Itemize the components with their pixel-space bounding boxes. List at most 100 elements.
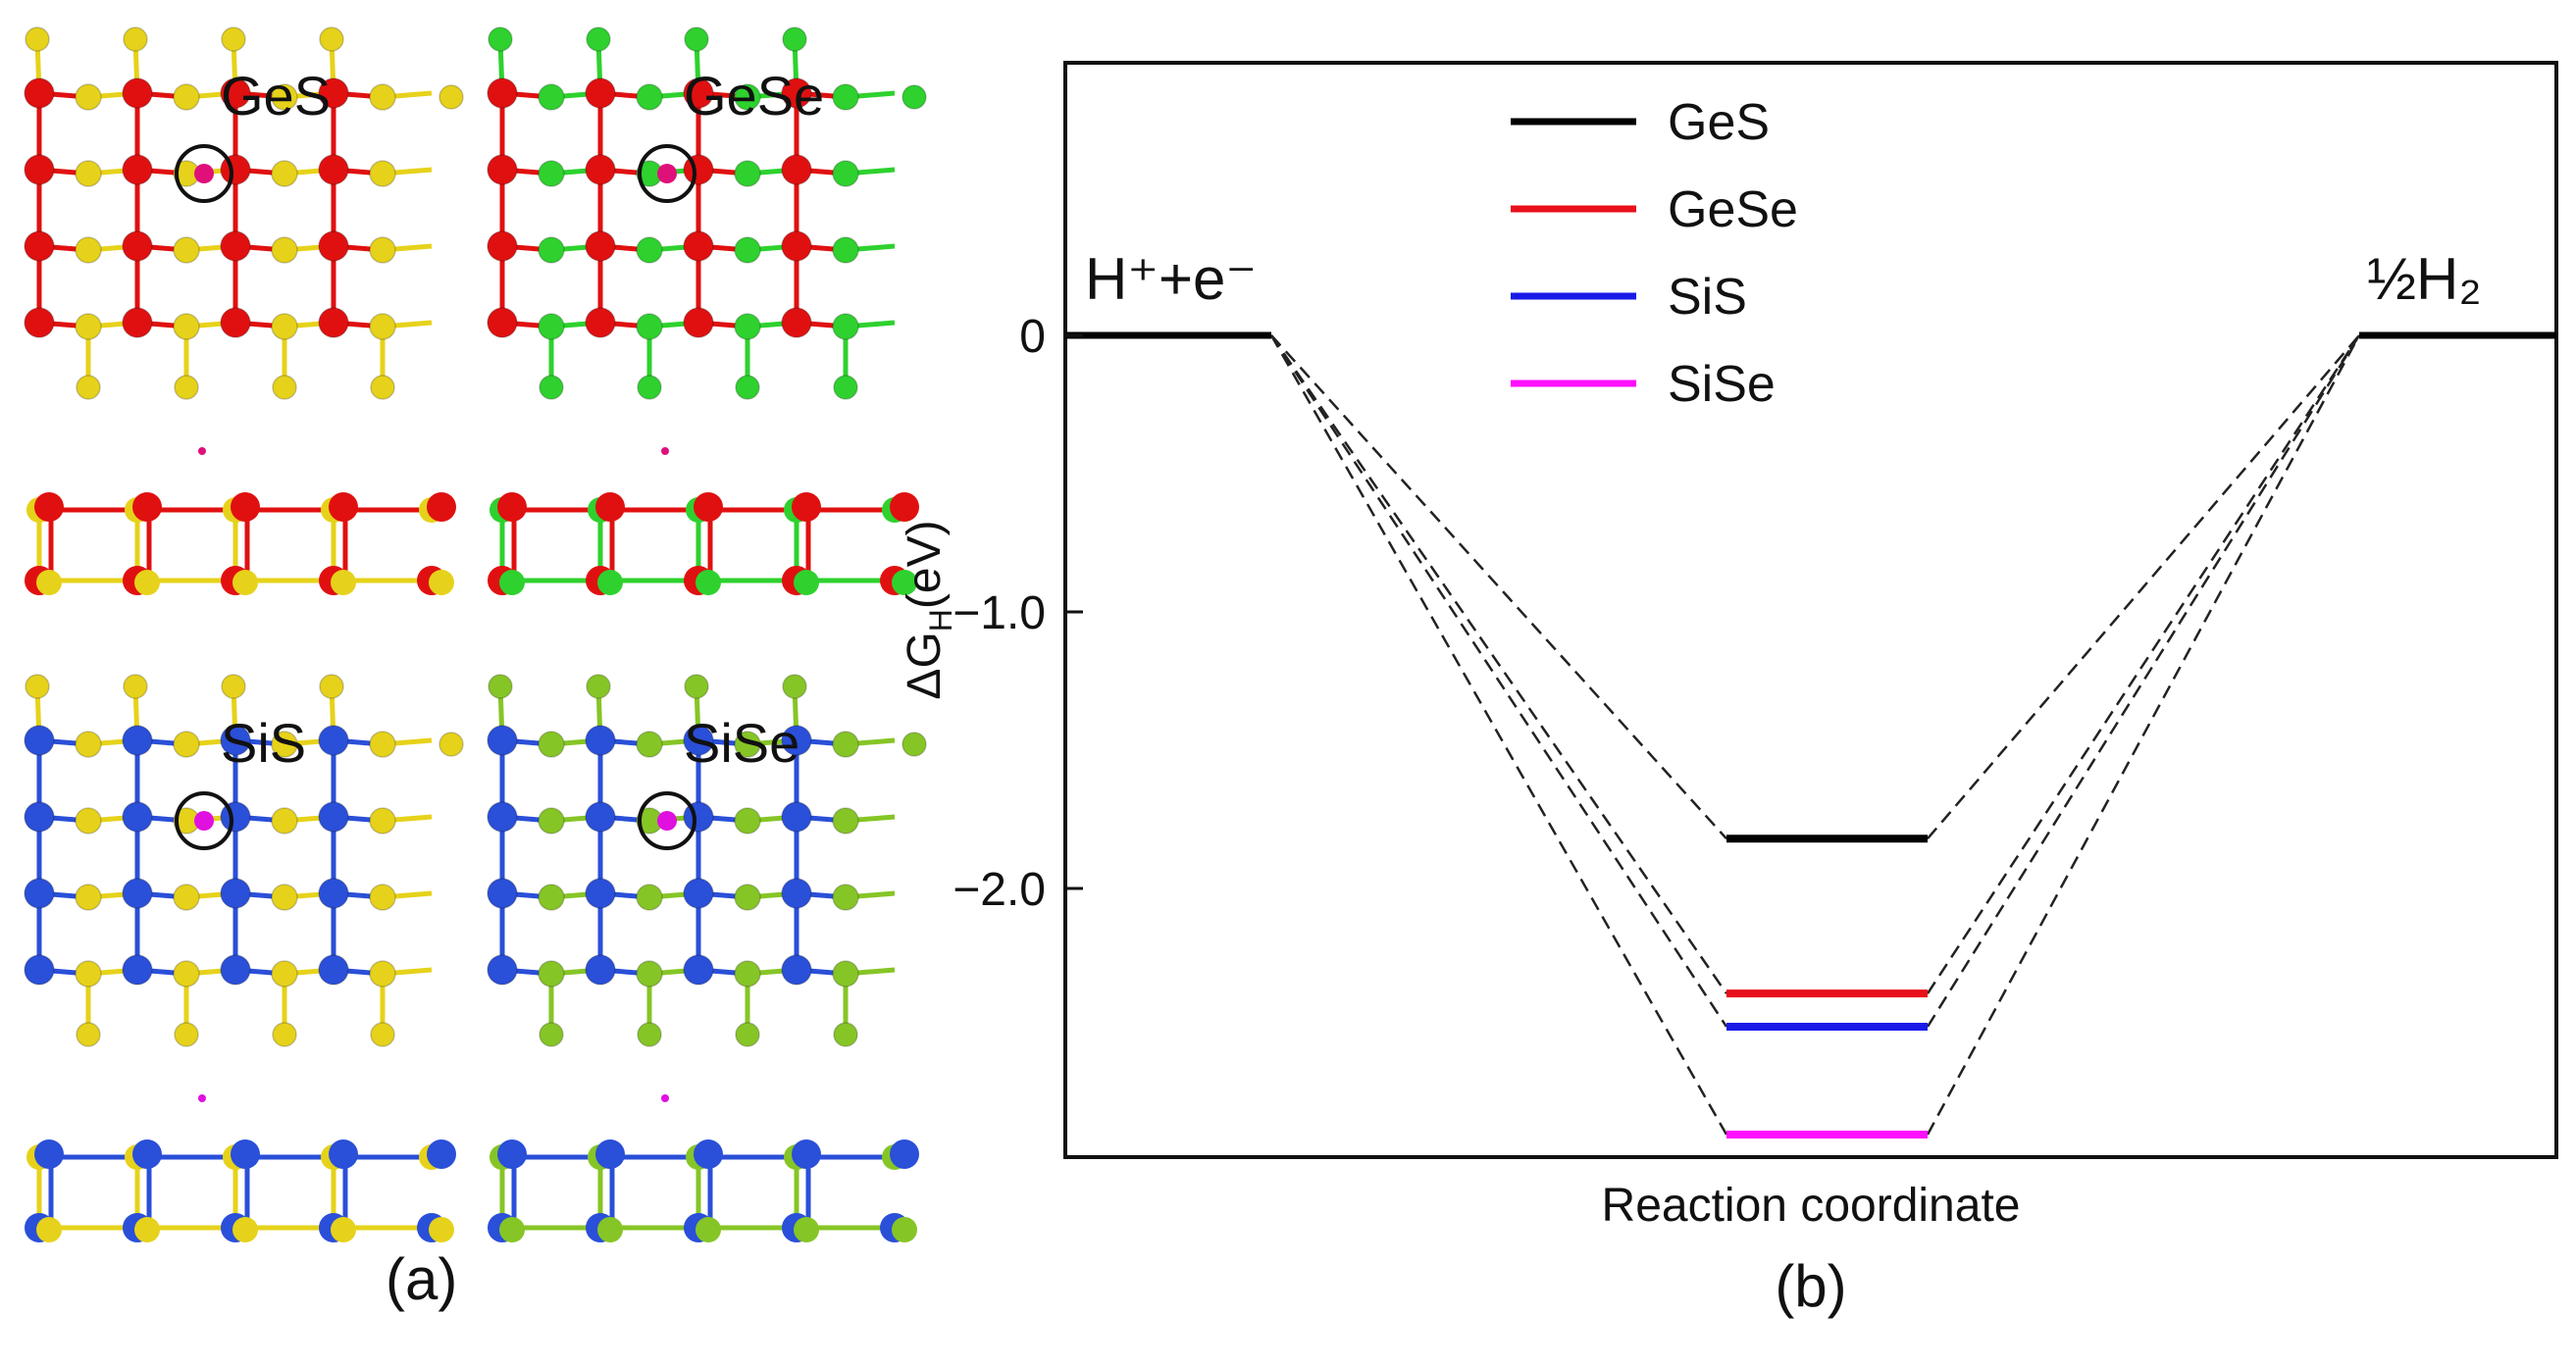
atom: [585, 801, 616, 833]
atom: [429, 1217, 454, 1242]
atom: [231, 492, 260, 522]
structure-gese: GeSe: [487, 26, 927, 595]
hydrogen-atom: [194, 811, 214, 831]
atom: [585, 77, 616, 109]
atom: [318, 954, 349, 986]
atom: [132, 1139, 162, 1169]
atom: [539, 1022, 564, 1047]
atom: [220, 77, 251, 109]
atom: [683, 801, 714, 833]
atom: [597, 570, 623, 595]
adsorption-site-circle: [175, 791, 233, 850]
legend-label-sise: SiSe: [1668, 356, 1776, 413]
atom: [782, 26, 807, 52]
atom: [318, 801, 349, 833]
atom: [683, 954, 714, 986]
atom: [272, 375, 297, 400]
atom: [833, 1022, 858, 1047]
atom: [694, 492, 723, 522]
structure-label-gese: GeSe: [684, 65, 824, 126]
atom: [781, 878, 812, 909]
atom: [832, 236, 859, 264]
atom: [369, 313, 396, 340]
atom: [538, 960, 565, 987]
atom: [832, 160, 859, 187]
atom: [538, 160, 565, 187]
atom: [427, 1139, 456, 1169]
svg-text:ΔGH(eV): ΔGH(eV): [899, 520, 958, 699]
atom: [173, 960, 200, 987]
atom: [487, 230, 518, 262]
atom: [220, 878, 251, 909]
atom: [271, 236, 298, 264]
atom: [438, 732, 464, 757]
atom: [220, 954, 251, 986]
atom: [369, 807, 396, 835]
atom: [24, 77, 55, 109]
atom: [318, 154, 349, 185]
atom: [220, 230, 251, 262]
atom: [636, 884, 663, 911]
atom: [220, 307, 251, 338]
structure-label-sise: SiSe: [684, 712, 799, 774]
connector-in-sis: [1269, 334, 1728, 1028]
atom: [585, 878, 616, 909]
atom: [499, 1217, 525, 1242]
energy-levels: [1065, 331, 2556, 1138]
atom: [585, 307, 616, 338]
atom: [75, 83, 102, 111]
atom: [497, 492, 527, 522]
atom: [487, 954, 518, 986]
atom: [329, 1139, 358, 1169]
y-tick-label: −1.0: [953, 587, 1046, 639]
connector-out-sis: [1926, 334, 2361, 1028]
atom: [232, 570, 258, 595]
atom: [538, 731, 565, 758]
atom: [497, 1139, 527, 1169]
legend: GeS GeSe SiS SiSe: [1511, 94, 1798, 413]
atom: [684, 26, 709, 52]
atom: [75, 160, 102, 187]
atom: [683, 154, 714, 185]
atom: [832, 83, 859, 111]
connector-out-ges: [1927, 334, 2360, 840]
atom: [429, 570, 454, 595]
atom: [24, 725, 55, 756]
atom: [734, 83, 761, 111]
atom: [75, 731, 102, 758]
atom: [36, 570, 62, 595]
atom: [487, 154, 518, 185]
atom: [132, 492, 162, 522]
y-tick-label: 0: [1019, 311, 1046, 363]
structure-sis: SiS: [24, 674, 464, 1242]
atom: [271, 884, 298, 911]
atom: [232, 1217, 258, 1242]
atom: [832, 313, 859, 340]
atom: [318, 307, 349, 338]
adsorption-site-circle: [638, 791, 696, 850]
atom: [637, 375, 662, 400]
panel-b-chart: 0 −1.0 −2.0 H⁺+e⁻ ½H₂ GeS GeSe SiS SiSe React…: [899, 61, 2558, 1319]
final-state-label: ½H₂: [2367, 246, 2482, 312]
atom: [684, 674, 709, 699]
atom: [122, 801, 153, 833]
atom: [369, 731, 396, 758]
atom: [694, 1139, 723, 1169]
x-axis-title: Reaction coordinate: [1602, 1180, 2021, 1232]
atom: [585, 725, 616, 756]
atom: [123, 26, 148, 52]
atom: [586, 674, 611, 699]
atom: [75, 884, 102, 911]
atom: [890, 1139, 919, 1169]
structure-label-sis: SiS: [221, 712, 306, 774]
atom: [794, 1217, 819, 1242]
atom: [75, 960, 102, 987]
atom: [75, 236, 102, 264]
atom: [538, 236, 565, 264]
atom: [487, 77, 518, 109]
atom: [271, 83, 298, 111]
atom: [892, 1217, 917, 1242]
atom: [833, 375, 858, 400]
atom: [369, 83, 396, 111]
